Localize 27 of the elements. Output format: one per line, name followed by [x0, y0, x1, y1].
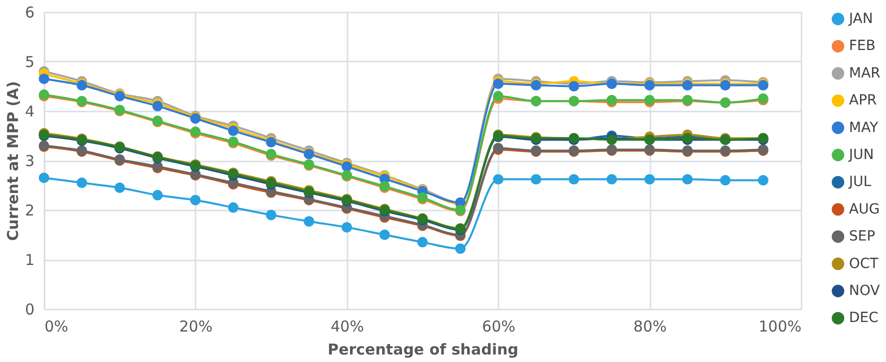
x-tick-label: 40%: [330, 318, 364, 336]
y-tick-label: 1: [24, 251, 34, 269]
legend-label: APR: [849, 92, 878, 109]
legend-label: AUG: [849, 201, 880, 218]
x-tick-label: 60%: [482, 318, 516, 336]
legend-label: JAN: [848, 11, 873, 27]
legend-label: MAY: [849, 120, 879, 136]
legend-label: FEB: [849, 38, 876, 54]
y-tick-label: 6: [24, 4, 34, 22]
y-tick-label: 4: [24, 102, 34, 120]
y-tick-label: 3: [24, 152, 34, 170]
x-tick-label: 100%: [758, 318, 802, 336]
legend-label: OCT: [849, 256, 879, 272]
legend-label: NOV: [849, 283, 880, 299]
legend-label: JUL: [848, 174, 872, 190]
y-tick-label: 2: [24, 202, 34, 220]
y-axis-title: Current at MPP (A): [4, 81, 22, 241]
x-tick-label: 20%: [179, 318, 213, 336]
legend-label: JUN: [848, 147, 874, 163]
x-tick-label: 80%: [633, 318, 667, 336]
legend-label: MAR: [849, 65, 881, 82]
y-tick-label: 0: [24, 300, 34, 318]
legend-label: SEP: [849, 228, 876, 245]
x-tick-label: 0%: [44, 318, 68, 336]
x-axis-title: Percentage of shading: [328, 340, 518, 358]
legend-label: DEC: [849, 310, 879, 326]
y-tick-label: 5: [24, 53, 34, 71]
